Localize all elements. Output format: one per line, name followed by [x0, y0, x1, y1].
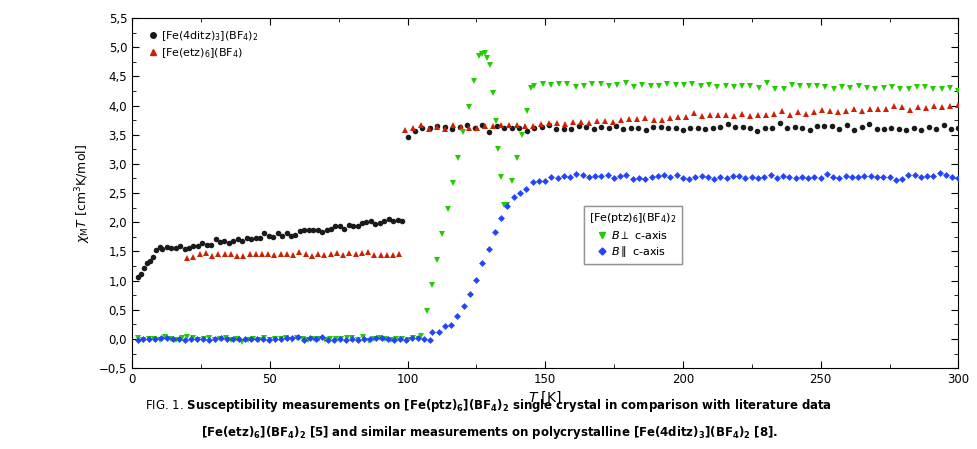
Legend: $B \perp$ c-axis, $B \parallel$ c-axis: $B \perp$ c-axis, $B \parallel$ c-axis [583, 206, 682, 264]
X-axis label: $T$ [K]: $T$ [K] [528, 390, 562, 406]
Text: $\mathbf{[Fe(etz)_6](BF_4)_2\ [5]\ and\ similar\ measurements\ on\ polycrystalli: $\mathbf{[Fe(etz)_6](BF_4)_2\ [5]\ and\ … [200, 424, 777, 441]
Text: FIG. 1. $\mathbf{Susceptibility\ measurements\ on\ [Fe(ptz)_6](BF_4)_2\ single\ : FIG. 1. $\mathbf{Susceptibility\ measure… [146, 397, 831, 414]
Y-axis label: $\chi_{\mathrm{M}}T$ [cm$^3$K/mol]: $\chi_{\mathrm{M}}T$ [cm$^3$K/mol] [73, 144, 93, 242]
